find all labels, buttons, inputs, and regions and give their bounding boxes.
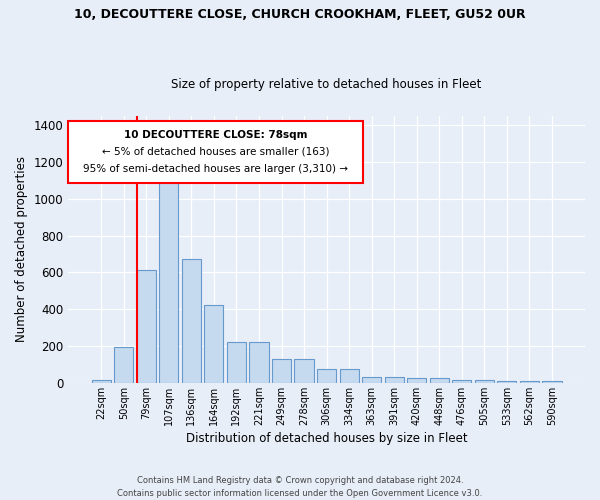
Text: ← 5% of detached houses are smaller (163): ← 5% of detached houses are smaller (163…	[102, 147, 329, 157]
Text: 10 DECOUTTERE CLOSE: 78sqm: 10 DECOUTTERE CLOSE: 78sqm	[124, 130, 307, 140]
X-axis label: Distribution of detached houses by size in Fleet: Distribution of detached houses by size …	[186, 432, 467, 445]
Bar	[452, 380, 472, 383]
Bar	[497, 380, 517, 383]
Bar	[205, 304, 223, 383]
Bar	[92, 380, 111, 383]
Text: Contains HM Land Registry data © Crown copyright and database right 2024.
Contai: Contains HM Land Registry data © Crown c…	[118, 476, 482, 498]
Bar	[227, 342, 246, 383]
Bar	[159, 178, 178, 383]
Bar	[362, 378, 381, 383]
Bar	[114, 347, 133, 383]
Title: Size of property relative to detached houses in Fleet: Size of property relative to detached ho…	[172, 78, 482, 91]
Bar	[340, 369, 359, 383]
Bar	[317, 369, 336, 383]
Bar	[137, 270, 156, 383]
Text: 10, DECOUTTERE CLOSE, CHURCH CROOKHAM, FLEET, GU52 0UR: 10, DECOUTTERE CLOSE, CHURCH CROOKHAM, F…	[74, 8, 526, 20]
Text: 95% of semi-detached houses are larger (3,310) →: 95% of semi-detached houses are larger (…	[83, 164, 348, 174]
Bar	[475, 380, 494, 383]
Bar	[295, 359, 314, 383]
Bar	[407, 378, 426, 383]
Bar	[182, 260, 201, 383]
Bar	[385, 378, 404, 383]
Y-axis label: Number of detached properties: Number of detached properties	[15, 156, 28, 342]
Bar	[542, 381, 562, 383]
Bar	[272, 359, 291, 383]
Bar	[520, 380, 539, 383]
Bar	[250, 342, 269, 383]
Bar	[430, 378, 449, 383]
